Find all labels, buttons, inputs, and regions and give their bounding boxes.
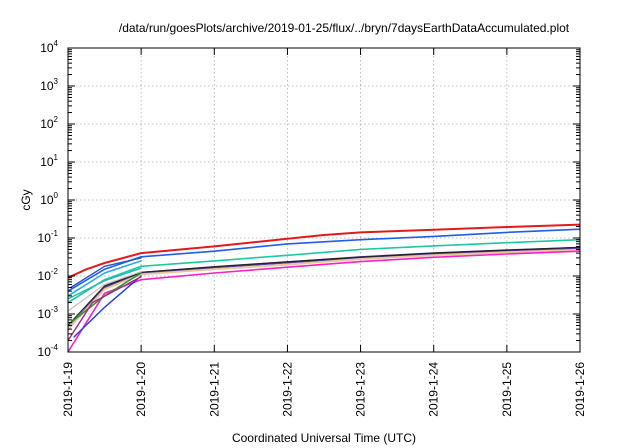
series-line: [68, 276, 142, 342]
y-tick-label: 101: [40, 153, 58, 169]
x-tick-label: 2019-1-19: [61, 362, 75, 417]
x-tick-label: 2019-1-26: [573, 362, 587, 417]
series-line: [68, 271, 142, 312]
x-tick-label: 2019-1-21: [207, 362, 221, 417]
x-tick-label: 2019-1-25: [500, 362, 514, 417]
series-line: [68, 246, 580, 326]
series-line: [68, 267, 142, 300]
chart-title: /data/run/goesPlots/archive/2019-01-25/f…: [119, 21, 570, 35]
y-tick-label: 10-2: [38, 267, 59, 283]
y-axis-label: cGy: [19, 189, 33, 210]
y-tick-labels: 10-4 10-3 10-2 10-1 100 101 102 103 104: [38, 39, 59, 359]
x-tick-label: 2019-1-24: [427, 362, 441, 417]
axis-ticks: [67, 47, 581, 353]
grid-lines: [68, 48, 580, 352]
y-tick-label: 104: [40, 39, 58, 55]
series-line: [68, 228, 580, 292]
x-tick-label: 2019-1-22: [280, 362, 294, 417]
y-tick-label: 10-3: [38, 305, 59, 321]
y-tick-label: 10-4: [38, 343, 59, 359]
x-tick-label: 2019-1-20: [134, 362, 148, 417]
series-line: [68, 238, 580, 304]
series-line: [70, 257, 142, 289]
series-layer: [68, 223, 580, 352]
series-line: [73, 275, 142, 338]
x-axis-label: Coordinated Universal Time (UTC): [232, 431, 416, 445]
x-tick-label: 2019-1-23: [354, 362, 368, 417]
series-line: [68, 223, 580, 279]
y-tick-label: 102: [40, 115, 58, 131]
y-tick-label: 103: [40, 77, 58, 93]
y-tick-label: 100: [40, 191, 58, 207]
series-line: [68, 248, 580, 331]
y-tick-label: 10-1: [38, 229, 59, 245]
series-line: [68, 260, 142, 297]
x-tick-labels: 2019-1-19 2019-1-20 2019-1-21 2019-1-22 2019…: [61, 362, 587, 417]
